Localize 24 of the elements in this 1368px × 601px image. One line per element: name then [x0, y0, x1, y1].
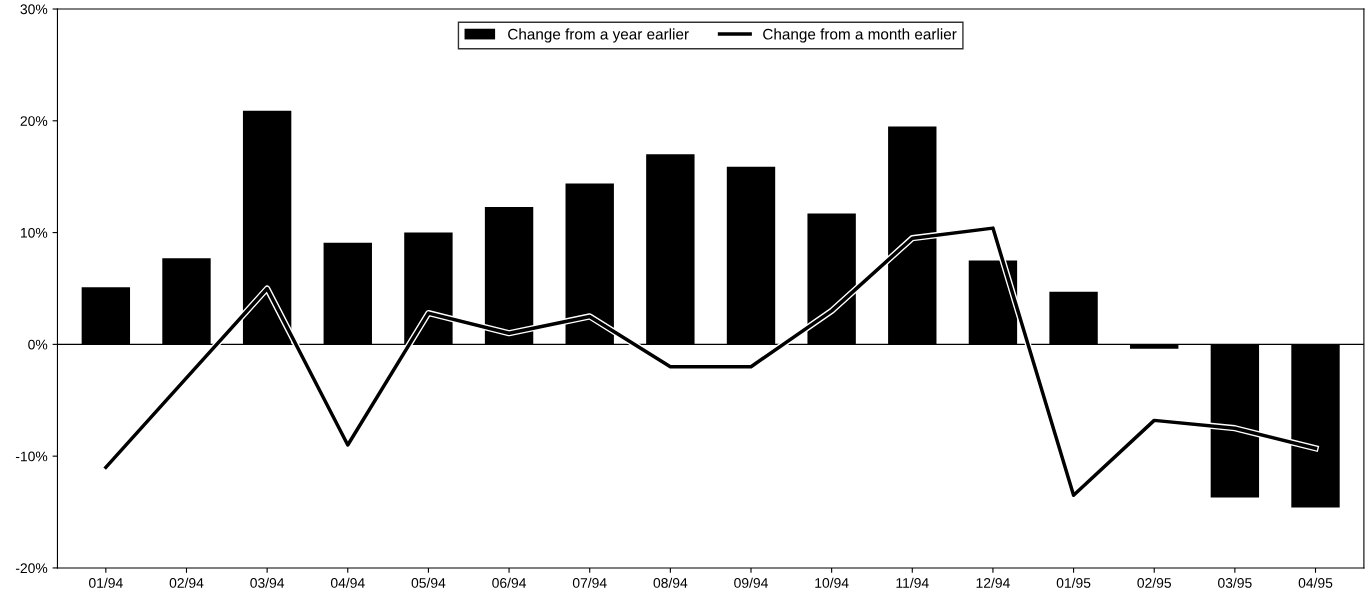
y-tick-label: 30% [20, 4, 48, 15]
legend-label: Change from a year earlier [508, 28, 689, 43]
x-tick-label: 11/94 [896, 577, 929, 588]
x-tick-label: 01/95 [1056, 577, 1091, 588]
x-tick-label: 12/94 [976, 577, 1010, 588]
x-tick-label: 02/95 [1137, 577, 1172, 588]
x-tick-label: 05/94 [411, 577, 446, 588]
y-tick-label: 20% [20, 116, 48, 126]
x-tick-label: 02/94 [169, 577, 204, 588]
x-tick-label: 07/94 [572, 577, 607, 588]
y-tick-label: 10% [21, 227, 48, 238]
x-tick-label: 03/94 [250, 577, 285, 588]
x-tick-label: 03/95 [1218, 577, 1252, 588]
legend-label: Change from a month earlier [763, 28, 957, 43]
x-tick-label: 04/95 [1298, 577, 1333, 588]
x-tick-label: 10/94 [815, 577, 849, 588]
y-tick-label: -10% [15, 451, 48, 462]
x-tick-label: 04/94 [330, 577, 365, 588]
x-tick-label: 01/94 [89, 577, 123, 588]
x-tick-label: 08/94 [653, 577, 688, 588]
y-tick-label: 0% [28, 339, 48, 350]
x-tick-label: 09/94 [734, 577, 768, 588]
x-tick-label: 06/94 [492, 577, 527, 588]
y-tick-label: -20% [15, 563, 48, 574]
